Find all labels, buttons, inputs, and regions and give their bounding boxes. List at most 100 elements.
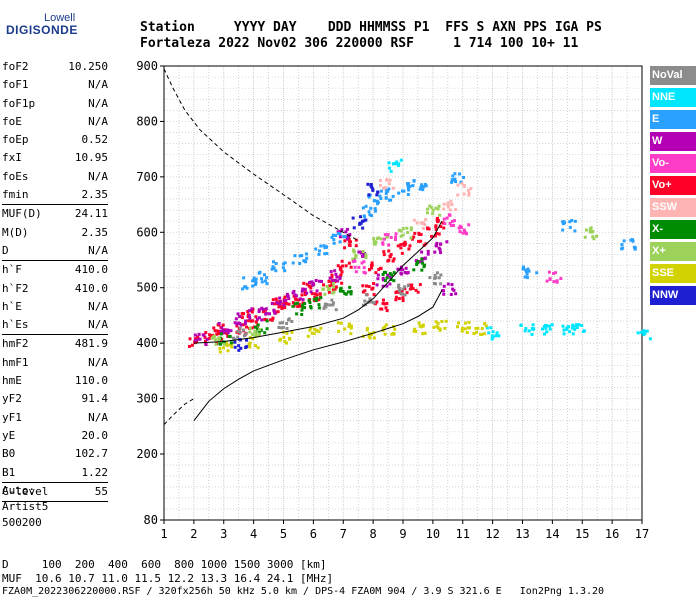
data-point bbox=[407, 247, 411, 251]
data-point bbox=[531, 323, 535, 327]
param-value: 24.11 bbox=[74, 207, 108, 221]
data-point bbox=[562, 221, 566, 225]
data-point bbox=[365, 326, 369, 330]
data-point bbox=[432, 325, 436, 329]
legend-item: Vo- bbox=[650, 154, 696, 173]
x-tick-label: 9 bbox=[399, 527, 406, 541]
data-point bbox=[426, 207, 430, 211]
data-point bbox=[257, 316, 261, 320]
data-point bbox=[434, 282, 438, 286]
data-point bbox=[297, 302, 301, 306]
data-point bbox=[548, 327, 552, 331]
data-point bbox=[231, 336, 235, 340]
data-point bbox=[434, 244, 438, 248]
data-point bbox=[384, 191, 388, 195]
data-point bbox=[330, 298, 334, 302]
data-point bbox=[440, 320, 444, 324]
param-name: h`F bbox=[2, 263, 22, 277]
data-point bbox=[334, 285, 338, 289]
data-point bbox=[442, 226, 446, 230]
data-point bbox=[384, 271, 388, 275]
data-point bbox=[203, 339, 207, 343]
data-point bbox=[383, 302, 387, 306]
data-point bbox=[328, 303, 332, 307]
data-point bbox=[388, 254, 392, 258]
data-point bbox=[367, 268, 371, 272]
data-point bbox=[421, 221, 425, 225]
data-point bbox=[243, 285, 247, 289]
data-point bbox=[403, 270, 407, 274]
data-point bbox=[285, 326, 289, 330]
data-point bbox=[212, 326, 216, 330]
data-point bbox=[317, 252, 321, 256]
data-point bbox=[404, 266, 408, 270]
data-point bbox=[321, 287, 325, 291]
data-point bbox=[436, 321, 440, 325]
data-point bbox=[410, 237, 414, 241]
data-point bbox=[573, 327, 577, 331]
data-point bbox=[561, 324, 565, 328]
data-point bbox=[442, 284, 446, 288]
legend-item: Vo+ bbox=[650, 176, 696, 195]
param-name: foF1 bbox=[2, 78, 29, 92]
data-point bbox=[254, 315, 258, 319]
data-point bbox=[431, 212, 435, 216]
data-point bbox=[403, 293, 407, 297]
data-point bbox=[451, 287, 455, 291]
legend-item: NNE bbox=[650, 88, 696, 107]
data-point bbox=[353, 259, 357, 263]
data-point bbox=[418, 283, 422, 287]
legend-item: NoVal bbox=[650, 66, 696, 85]
param-row: hmE 110.0 bbox=[2, 372, 108, 390]
param-value: 102.7 bbox=[74, 447, 108, 461]
data-point bbox=[456, 183, 460, 187]
data-point bbox=[424, 218, 428, 222]
data-point bbox=[248, 326, 252, 330]
data-point bbox=[313, 292, 317, 296]
data-point bbox=[296, 305, 300, 309]
param-name: foEp bbox=[2, 133, 29, 147]
data-point bbox=[220, 326, 224, 330]
data-point bbox=[242, 323, 246, 327]
data-point bbox=[522, 265, 526, 269]
data-point bbox=[490, 337, 494, 341]
data-point bbox=[253, 329, 257, 333]
data-point bbox=[277, 305, 281, 309]
data-point bbox=[632, 245, 636, 249]
x-tick-label: 14 bbox=[545, 527, 559, 541]
data-point bbox=[463, 327, 467, 331]
param-row: B0 102.7 bbox=[2, 445, 108, 463]
data-point bbox=[390, 273, 394, 277]
data-point bbox=[341, 289, 345, 293]
data-point bbox=[283, 306, 287, 310]
data-point bbox=[391, 259, 395, 263]
data-point bbox=[454, 208, 458, 212]
data-point bbox=[588, 230, 592, 234]
data-point bbox=[339, 287, 343, 291]
data-point bbox=[530, 326, 534, 330]
data-point bbox=[362, 266, 366, 270]
data-point bbox=[348, 244, 352, 248]
data-point bbox=[317, 279, 321, 283]
data-point bbox=[315, 296, 319, 300]
data-point bbox=[435, 216, 439, 220]
data-point bbox=[323, 292, 327, 296]
data-point bbox=[300, 289, 304, 293]
data-point bbox=[248, 341, 252, 345]
data-point bbox=[437, 232, 441, 236]
data-point bbox=[325, 252, 329, 256]
data-point bbox=[386, 273, 390, 277]
data-point bbox=[629, 238, 633, 242]
data-point bbox=[244, 332, 248, 336]
data-point bbox=[211, 335, 215, 339]
data-point bbox=[425, 211, 429, 215]
data-point bbox=[339, 268, 343, 272]
data-point bbox=[329, 270, 333, 274]
data-point bbox=[420, 257, 424, 261]
data-point bbox=[204, 331, 208, 335]
data-point bbox=[387, 161, 391, 165]
y-tick-label: 800 bbox=[136, 114, 158, 128]
data-point bbox=[450, 180, 454, 184]
data-point bbox=[376, 190, 380, 194]
data-point bbox=[631, 239, 635, 243]
